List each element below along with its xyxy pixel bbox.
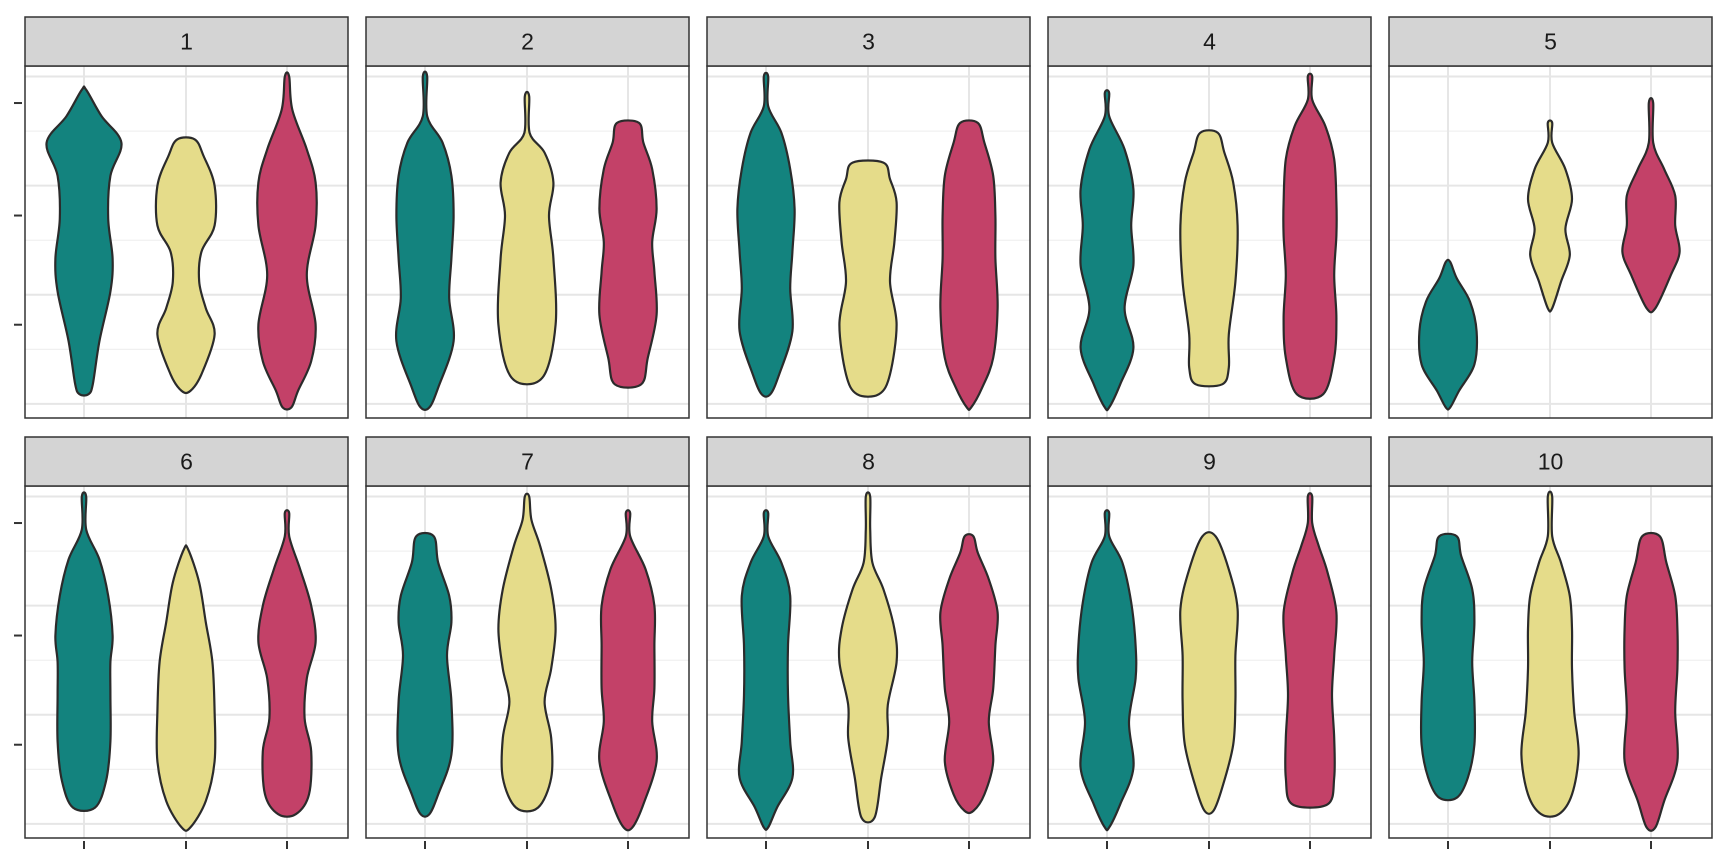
violin-panel2-group3	[598, 119, 658, 389]
strip-background	[706, 436, 1031, 487]
violin-panel10-group1	[1419, 532, 1477, 802]
violin-panel4-group2	[1179, 129, 1239, 388]
facet-panel-7: 7	[365, 436, 690, 849]
strip-background	[1388, 436, 1713, 487]
strip-label: 10	[1538, 449, 1564, 475]
facet-panel-4: 4	[1047, 16, 1372, 419]
violin-panel6-group3	[257, 509, 317, 818]
strip-background	[1388, 16, 1713, 67]
violin-panel4-group3	[1282, 72, 1338, 400]
strip-label: 8	[862, 449, 875, 475]
facet-panel-8: 8	[706, 436, 1031, 849]
violin-panel1-group3	[256, 71, 318, 411]
violin-panel7-group2	[497, 492, 557, 813]
violin-panel7-group3	[598, 509, 658, 832]
violin-panel3-group1	[736, 71, 796, 398]
strip-background	[365, 16, 690, 67]
violin-panel4-group1	[1079, 89, 1135, 412]
facet-panel-3: 3	[706, 16, 1031, 419]
violin-panel10-group2	[1520, 490, 1580, 818]
facet-panel-9: 9	[1047, 436, 1372, 849]
violin-panel6-group1	[54, 491, 114, 812]
violin-panel10-group3	[1623, 531, 1679, 832]
violin-panel3-group2	[838, 159, 898, 398]
violin-panel6-group2	[155, 544, 217, 832]
strip-background	[1047, 16, 1372, 67]
strip-label: 4	[1203, 29, 1216, 55]
strip-background	[706, 16, 1031, 67]
violin-panel8-group1	[737, 509, 795, 831]
violin-panel8-group3	[939, 533, 999, 815]
strip-label: 3	[862, 29, 875, 55]
facet-panel-1: 1	[24, 16, 349, 419]
violin-panel2-group1	[394, 70, 456, 411]
violin-panel1-group1	[45, 85, 123, 397]
violin-panel8-group2	[837, 491, 899, 824]
strip-background	[24, 436, 349, 487]
strip-label: 7	[521, 449, 534, 475]
violin-panel3-group3	[939, 119, 999, 411]
violin-panel7-group1	[396, 531, 454, 818]
strip-label: 1	[180, 29, 193, 55]
violin-panel5-group2	[1526, 119, 1574, 313]
strip-label: 2	[521, 29, 534, 55]
violin-panel1-group2	[154, 136, 218, 395]
strip-background	[1047, 436, 1372, 487]
violin-panel9-group2	[1179, 531, 1239, 815]
strip-background	[24, 16, 349, 67]
facet-panel-2: 2	[365, 16, 690, 419]
violin-panel9-group1	[1076, 509, 1138, 832]
strip-label: 6	[180, 449, 193, 475]
facet-panel-5: 5	[1388, 16, 1713, 419]
strip-label: 5	[1544, 29, 1557, 55]
violin-panel5-group3	[1621, 96, 1681, 314]
strip-background	[365, 436, 690, 487]
strip-label: 9	[1203, 449, 1216, 475]
facet-panel-6: 6	[24, 436, 349, 849]
facet-panel-10: 10	[1388, 436, 1713, 849]
violin-panel5-group1	[1417, 258, 1479, 411]
violin-panel2-group2	[496, 90, 558, 386]
violin-panel9-group3	[1282, 492, 1338, 809]
